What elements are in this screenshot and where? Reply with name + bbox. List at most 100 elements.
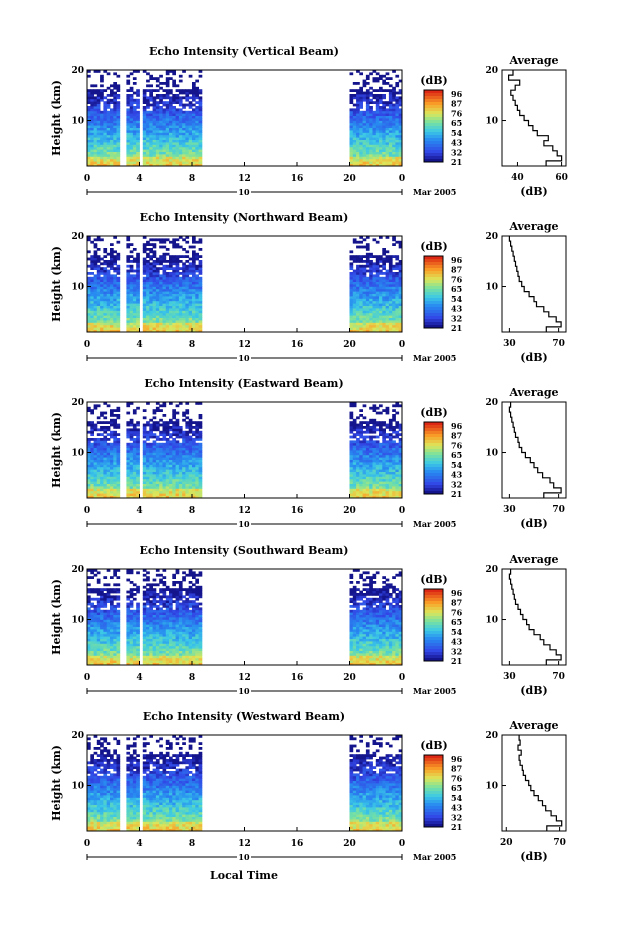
heatmap-cell [93,139,98,143]
heatmap-cell [162,423,167,427]
heatmap-cell [352,447,357,451]
heatmap-cell [136,89,140,92]
heatmap-cell [106,161,111,164]
heatmap-cell [178,120,183,124]
heatmap-cell [359,303,363,306]
heatmap-cell [96,158,101,162]
heatmap-cell [96,142,101,145]
heatmap-cell [162,82,167,85]
heatmap-cell [382,469,386,472]
heatmap-cell [188,327,193,330]
heatmap-cell [182,286,186,290]
heatmap-cell [385,118,390,121]
heatmap-cell [398,476,403,480]
heatmap-cell [192,236,196,239]
heatmap-cell [172,118,176,121]
heatmap-cell [356,478,360,482]
heatmap-cell [152,317,157,321]
heatmap-cell [146,445,150,448]
heatmap-cell [87,459,91,463]
heatmap-cell [146,315,150,318]
heatmap-cell [178,98,183,102]
heatmap-cell [379,144,383,148]
heatmap-cell [106,122,111,126]
heatmap-cell [165,122,170,126]
heatmap-cell [142,243,147,246]
heatmap-cell [182,281,186,285]
heatmap-cell [365,158,370,162]
colorbar-segment [424,99,443,103]
heatmap-cell [188,315,193,318]
heatmap-cell [155,279,160,282]
heatmap-cell [375,317,380,321]
heatmap-cell [388,303,393,306]
heatmap-cell [185,110,190,114]
heatmap-cell [365,113,370,116]
heatmap-cell [103,411,108,415]
heatmap-cell [149,284,153,287]
heatmap-cell [126,82,131,85]
heatmap-cell [362,110,367,114]
heatmap-cell [385,426,390,429]
heatmap-cell [165,106,170,109]
heatmap-cell [132,296,137,299]
heatmap-cell [349,298,354,302]
heatmap-cell [169,137,173,140]
heatmap-cell [192,478,196,482]
heatmap-cell [113,310,117,314]
heatmap-cell [349,452,354,456]
heatmap-cell [159,483,163,487]
heatmap-cell [132,305,137,309]
heatmap-cell [398,243,403,246]
heatmap-cell [195,94,199,97]
heatmap-cell [96,450,101,453]
heatmap-cell [388,154,393,157]
heatmap-cell [146,156,150,160]
heatmap-cell [359,236,363,239]
heatmap-cell [182,418,186,422]
heatmap-cell [129,433,134,436]
heatmap-cell [96,269,101,273]
heatmap-cell [395,296,400,299]
heatmap-cell [359,471,363,475]
colorbar-segment [424,147,443,151]
heatmap-cell [188,146,193,150]
heatmap-cell [352,279,357,282]
heatmap-cell [126,149,131,152]
heatmap-cell [359,286,363,290]
heatmap-cell [375,286,380,290]
heatmap-cell [93,588,98,591]
heatmap-cell [90,113,94,116]
heatmap-cell [359,245,363,249]
heatmap-cell [359,293,363,297]
heatmap-cell [162,322,167,326]
heatmap-cell [110,457,114,460]
heatmap-cell [352,495,357,499]
heatmap-cell [185,493,190,496]
heatmap-cell [395,305,400,309]
heatmap-cell [182,144,186,148]
heatmap-cell [392,308,396,311]
heatmap-cell [362,163,367,167]
heatmap-cell [152,428,157,432]
heatmap-cell [379,134,383,138]
heatmap-cell [169,488,173,492]
heatmap-cell [169,120,173,124]
heatmap-cell [175,300,180,304]
heatmap-cell [388,158,393,162]
panel-4: Echo Intensity (Southward Beam)Height (k… [50,544,567,697]
heatmap-cell [356,130,360,133]
heatmap-cell [132,324,137,328]
heatmap-cell [116,240,121,244]
heatmap-cell [162,317,167,321]
heatmap-cell [365,476,370,480]
heatmap-cell [165,476,170,480]
heatmap-cell [152,291,157,294]
heatmap-cell [182,490,186,494]
heatmap-cell [93,300,98,304]
heatmap-cell [372,440,377,444]
heatmap-cell [96,590,101,594]
heatmap-cell [349,402,354,405]
heatmap-cell [195,163,199,167]
heatmap-cell [382,108,386,112]
